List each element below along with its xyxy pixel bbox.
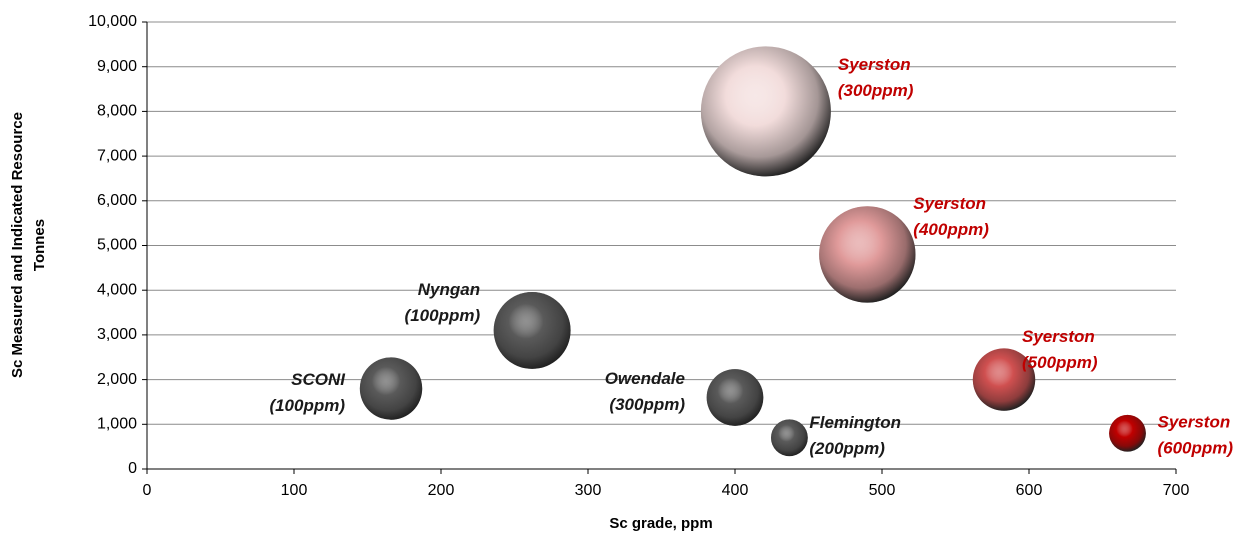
point-label: Flemington [809,413,901,432]
y-axis-title: Sc Measured and Indicated Resource [9,112,26,378]
point-label: (300ppm) [609,395,685,414]
bubble-shine [706,369,764,426]
y-tick-label: 9,000 [97,58,137,75]
y-tick-label: 0 [128,460,137,477]
x-tick-label: 500 [869,482,896,499]
x-tick-label: 0 [143,482,152,499]
y-tick-label: 10,000 [88,13,137,30]
y-tick-label: 1,000 [97,416,137,433]
bubble-shine [1109,414,1146,452]
x-tick-label: 400 [722,482,749,499]
point-label: (300ppm) [838,81,914,100]
bubble-shine [700,46,831,177]
point-label: (400ppm) [913,220,989,239]
y-axis-title: Tonnes [31,219,48,271]
bubble-shine [493,291,571,369]
y-tick-label: 5,000 [97,237,137,254]
point-label: SCONI [291,370,346,389]
x-tick-label: 200 [428,482,455,499]
point-label: Syerston [1157,413,1230,432]
y-tick-label: 4,000 [97,281,137,298]
point-label: Owendale [605,369,685,388]
point-label: Syerston [838,55,911,74]
y-tick-label: 2,000 [97,371,137,388]
y-tick-label: 7,000 [97,147,137,164]
bubble-shine [819,206,916,303]
point-label: Nyngan [418,280,480,299]
x-tick-label: 700 [1163,482,1190,499]
y-tick-label: 8,000 [97,103,137,120]
point-label: (100ppm) [405,306,481,325]
point-label: Syerston [1022,327,1095,346]
point-label: (100ppm) [269,396,345,415]
bubble-shine [972,348,1036,411]
x-tick-label: 300 [575,482,602,499]
bubble-shine [771,419,808,457]
x-axis-title: Sc grade, ppm [609,515,712,532]
point-label: (200ppm) [809,439,885,458]
x-tick-label: 100 [281,482,308,499]
point-label: (600ppm) [1157,439,1233,458]
bubble-shine [359,357,423,420]
x-tick-label: 600 [1016,482,1043,499]
y-tick-label: 6,000 [97,192,137,209]
point-label: (500ppm) [1022,353,1098,372]
point-label: Syerston [913,194,986,213]
y-tick-label: 3,000 [97,326,137,343]
